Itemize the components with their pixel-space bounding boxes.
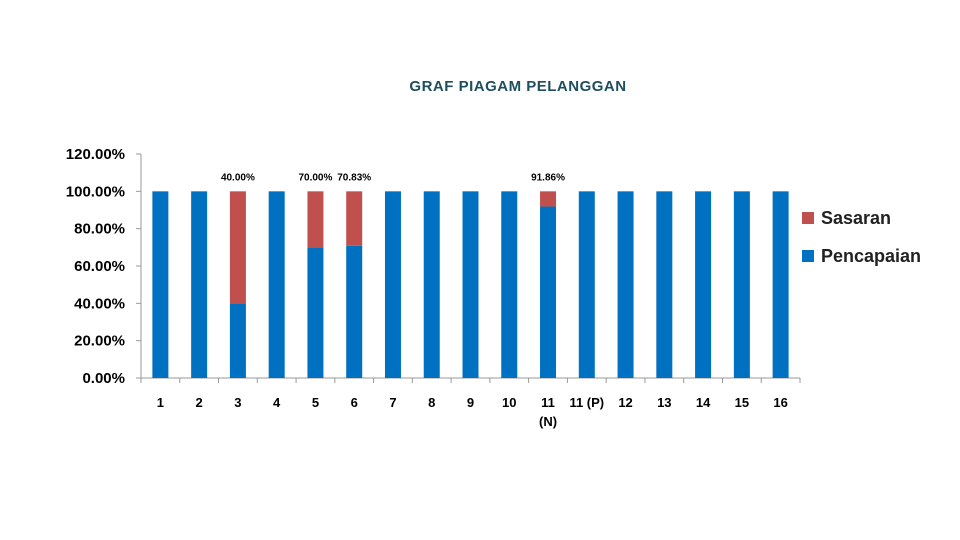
y-tick-label: 60.00% <box>74 258 125 275</box>
y-tick-label: 80.00% <box>74 221 125 238</box>
legend-label-pencapaian: Pencapaian <box>821 245 922 266</box>
legend: Sasaran Pencapaian <box>802 206 921 282</box>
bar-pencapaian <box>384 191 401 378</box>
y-tick-label: 0.00% <box>82 370 125 387</box>
bar-pencapaian <box>656 191 673 378</box>
bar-pencapaian <box>191 191 208 378</box>
x-tick-label-line: 9 <box>467 395 474 410</box>
data-label: 91.86% <box>531 172 565 183</box>
bar-pencapaian <box>772 191 789 378</box>
data-label: 40.00% <box>221 172 255 183</box>
legend-item-pencapaian: Pencapaian <box>802 244 921 268</box>
x-tick-label: 1 <box>157 395 164 410</box>
bar-pencapaian <box>578 191 595 378</box>
x-tick-label: 16 <box>773 395 787 410</box>
x-tick-label: 4 <box>273 395 281 410</box>
bar-pencapaian <box>617 191 634 378</box>
x-tick-label-line: 7 <box>389 395 396 410</box>
x-tick-label-line: (N) <box>539 414 557 429</box>
bar-pencapaian <box>462 191 479 378</box>
x-tick-label: 3 <box>234 395 241 410</box>
x-tick-label-line: 2 <box>196 395 203 410</box>
x-tick-label: 5 <box>312 395 319 410</box>
x-tick-label-line: 12 <box>618 395 632 410</box>
bar-pencapaian <box>733 191 750 378</box>
bar-pencapaian <box>501 191 518 378</box>
bar-pencapaian <box>268 191 285 378</box>
bar-pencapaian <box>540 206 557 378</box>
y-tick-label: 40.00% <box>74 295 125 312</box>
bar-sasaran <box>540 191 557 207</box>
bar-sasaran <box>307 191 324 248</box>
x-tick-label: 9 <box>467 395 474 410</box>
x-tick-label: 11 (N) <box>539 395 557 429</box>
x-tick-label: 6 <box>351 395 358 410</box>
data-label: 70.83% <box>337 172 371 183</box>
x-tick-label: 8 <box>428 395 435 410</box>
y-tick-label: 20.00% <box>74 333 125 350</box>
x-tick-label-line: 10 <box>502 395 516 410</box>
chart-title: GRAF PIAGAM PELANGGAN <box>409 78 627 95</box>
legend-swatch-sasaran <box>802 212 814 224</box>
x-tick-label: 14 <box>696 395 711 410</box>
bar-pencapaian <box>346 245 363 378</box>
legend-label-sasaran: Sasaran <box>821 207 892 228</box>
bar-pencapaian <box>695 191 712 378</box>
x-tick-label: 2 <box>196 395 203 410</box>
bar-pencapaian <box>307 247 324 378</box>
x-tick-label: 15 <box>735 395 749 410</box>
y-tick-label: 120.00% <box>66 146 125 163</box>
x-tick-label-line: 3 <box>234 395 241 410</box>
y-tick-label: 100.00% <box>66 183 125 200</box>
x-tick-label-line: 16 <box>773 395 787 410</box>
x-tick-label-line: 4 <box>273 395 281 410</box>
x-tick-label-line: 5 <box>312 395 319 410</box>
legend-item-sasaran: Sasaran <box>802 206 921 230</box>
x-tick-label: 11 (P) <box>569 395 604 410</box>
bar-sasaran <box>346 191 363 246</box>
x-tick-label-line: 14 <box>696 395 711 410</box>
x-tick-label-line: 15 <box>735 395 749 410</box>
x-tick-label-line: 11 <box>541 395 555 410</box>
x-tick-label-line: 11 (P) <box>569 395 604 410</box>
data-label: 70.00% <box>298 172 332 183</box>
bar-pencapaian <box>229 303 246 378</box>
x-tick-label: 10 <box>502 395 516 410</box>
legend-swatch-pencapaian <box>802 250 814 262</box>
x-tick-label: 12 <box>618 395 632 410</box>
bar-pencapaian <box>152 191 169 378</box>
x-tick-label-line: 13 <box>657 395 671 410</box>
bar-sasaran <box>229 191 246 304</box>
bar-pencapaian <box>423 191 440 378</box>
x-tick-label-line: 1 <box>157 395 164 410</box>
x-tick-label: 7 <box>389 395 396 410</box>
x-tick-label-line: 8 <box>428 395 435 410</box>
x-tick-label-line: 6 <box>351 395 358 410</box>
x-tick-label: 13 <box>657 395 671 410</box>
